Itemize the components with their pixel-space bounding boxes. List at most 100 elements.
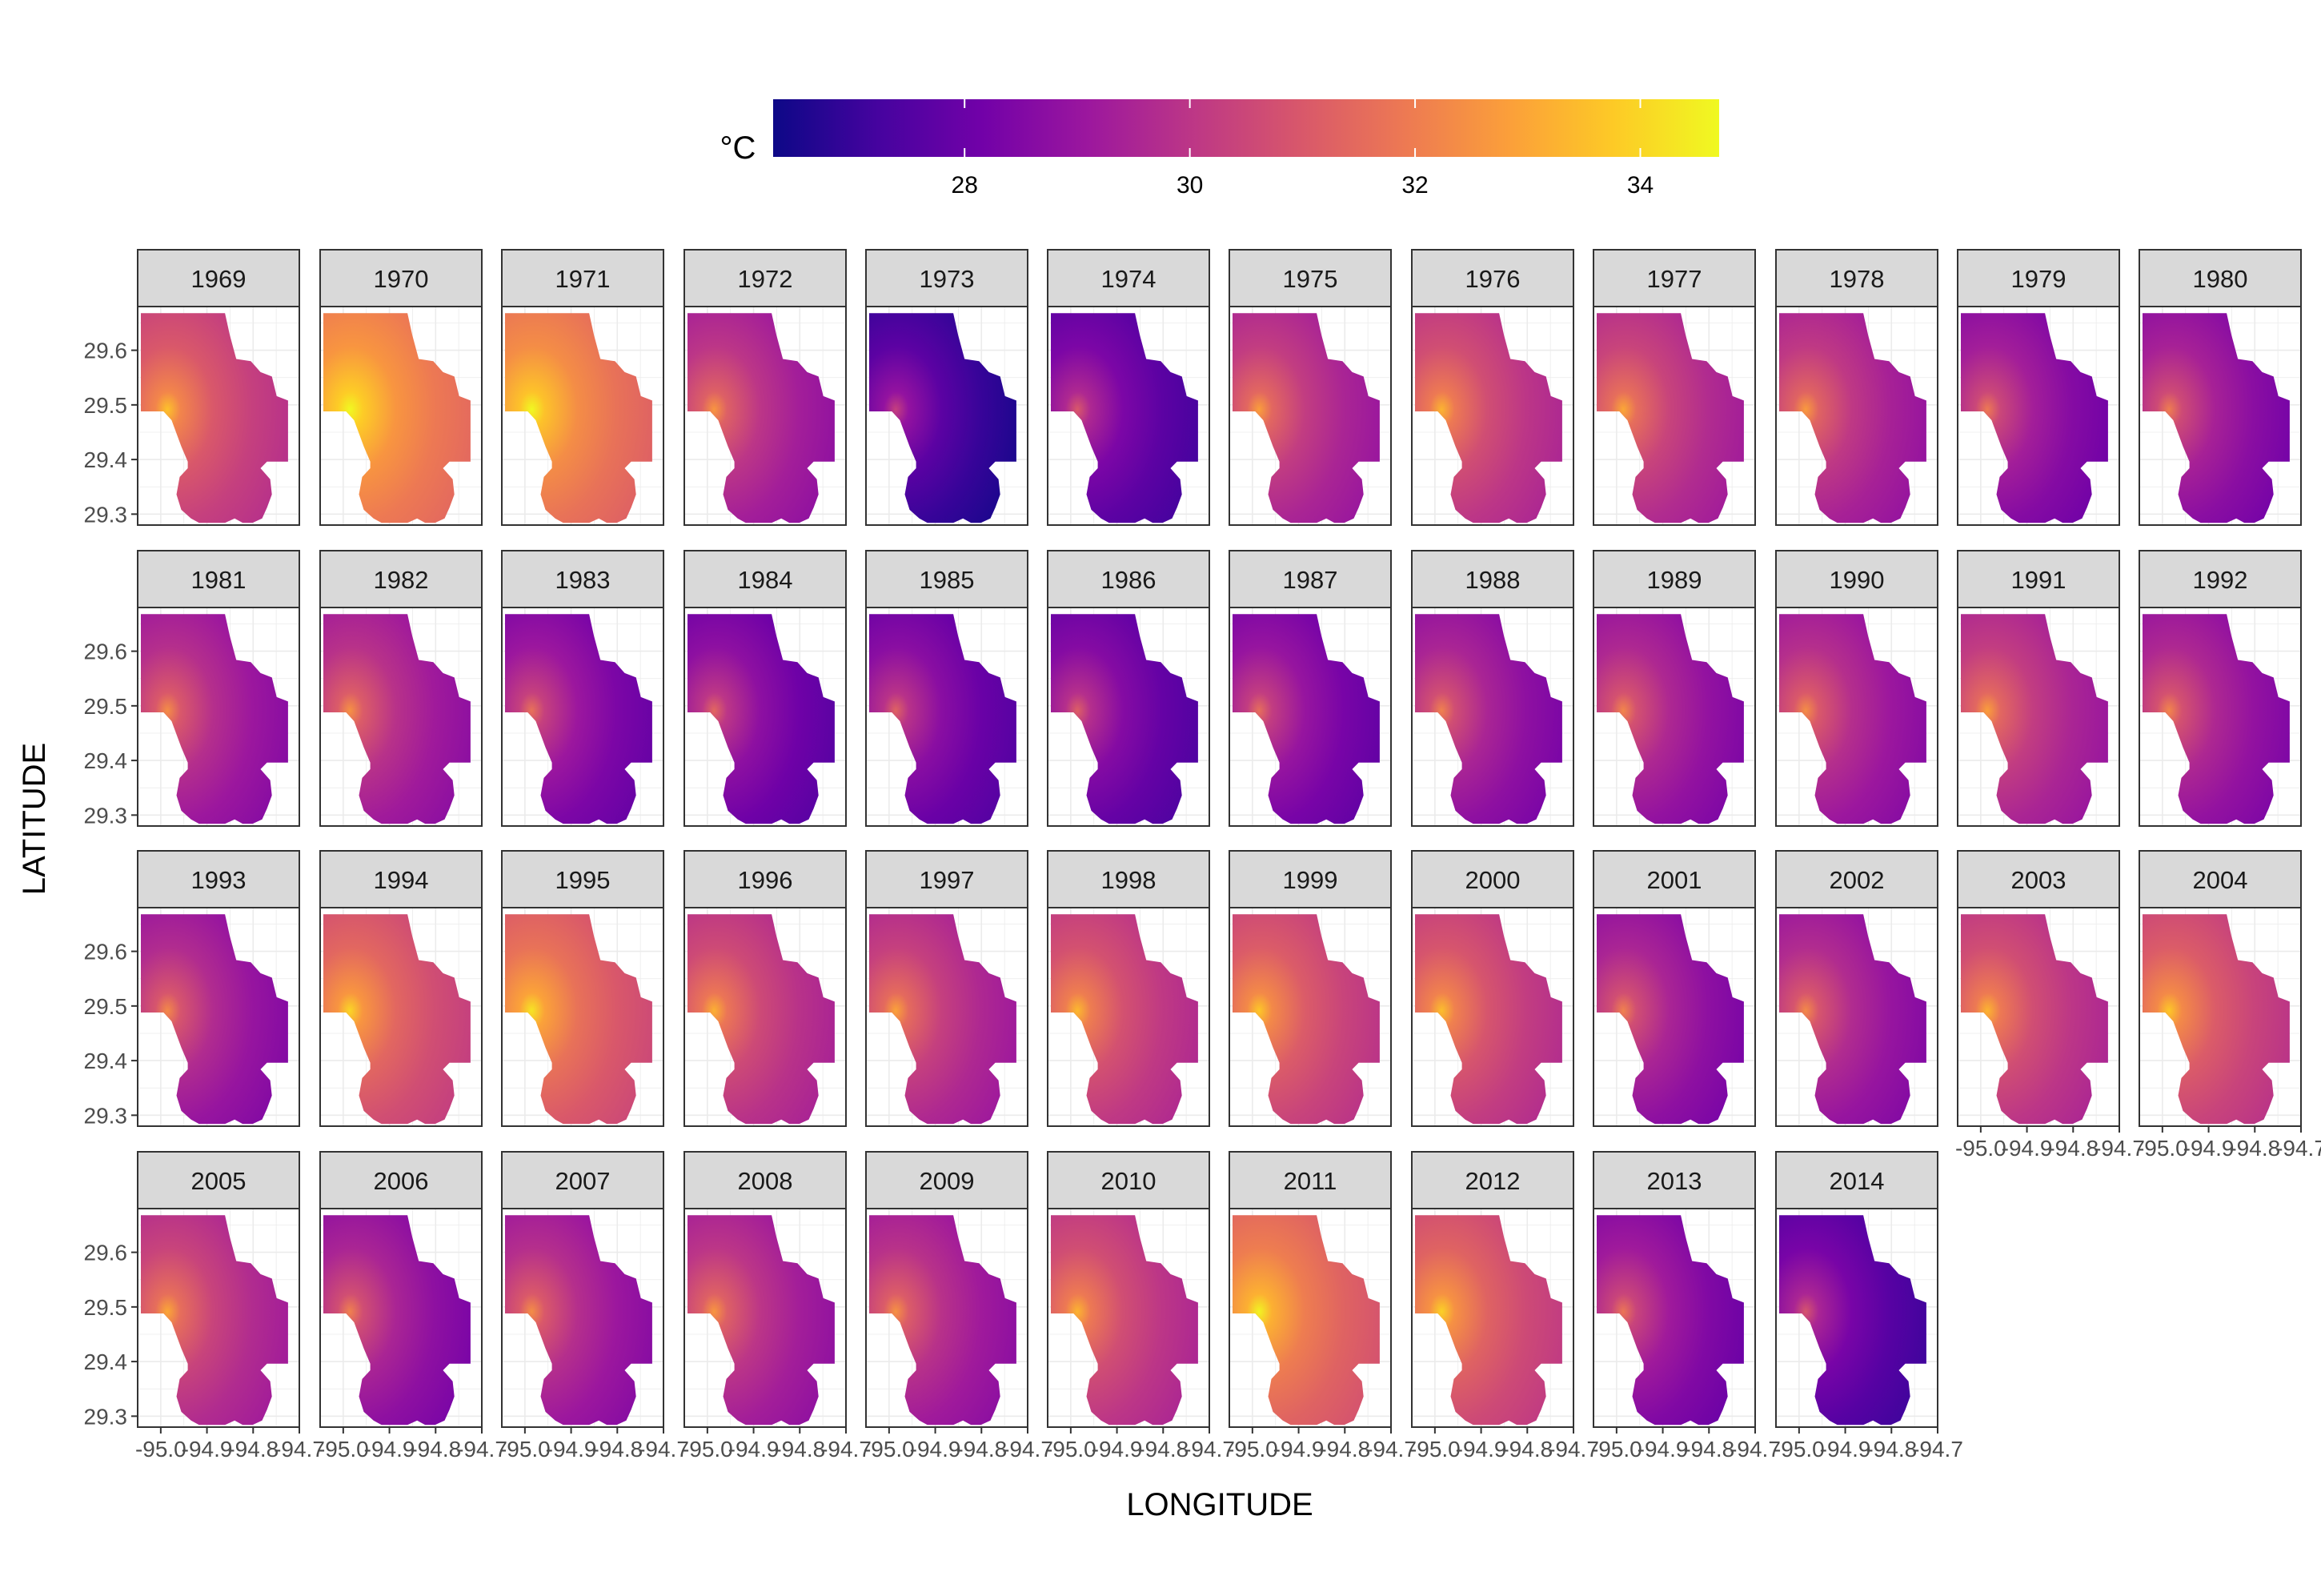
x-tick-label: -94.7	[2094, 1136, 2145, 1161]
facet-strip-label: 1999	[1283, 866, 1338, 894]
facet-strip-label: 1989	[1647, 566, 1702, 594]
facet-strip	[1047, 1151, 1210, 1209]
temperature-region	[1597, 1215, 1744, 1426]
facet-strip-label: 1975	[1283, 265, 1338, 293]
x-tick-label: -94.7	[1184, 1437, 1235, 1462]
facet-strip	[1593, 249, 1756, 307]
facet-panel: 2010	[1047, 1151, 1210, 1428]
facet-strip	[1411, 249, 1574, 307]
temperature-region	[1779, 1215, 1926, 1426]
facet-panel: 2000	[1411, 850, 1574, 1127]
facet-panel: 1972	[683, 249, 847, 526]
x-tick-label: -94.8	[1319, 1437, 1370, 1462]
facet-panel: 1992	[2139, 550, 2302, 827]
y-tick-label: 29.3	[84, 1103, 128, 1128]
facet-strip	[319, 1151, 483, 1209]
x-tick-label: -94.9	[728, 1437, 780, 1462]
x-tick-label: -95.0	[682, 1437, 733, 1462]
facet-strip	[319, 249, 483, 307]
temperature-region	[869, 1215, 1016, 1426]
facet-strip-label: 2009	[920, 1167, 975, 1195]
facet-panel: 1980	[2139, 249, 2302, 526]
x-tick-label: -94.9	[910, 1437, 961, 1462]
facet-panel: 1978	[1775, 249, 1938, 526]
x-tick-label: -94.7	[274, 1437, 325, 1462]
facet-strip-label: 2010	[1101, 1167, 1156, 1195]
temperature-region	[869, 313, 1016, 523]
panel-border	[865, 306, 1028, 526]
facet-strip-label: 1980	[2193, 265, 2248, 293]
x-tick-label: -94.9	[364, 1437, 415, 1462]
x-tick-label: -95.0	[864, 1437, 915, 1462]
facet-strip-label: 2011	[1284, 1167, 1337, 1195]
temperature-region	[2143, 313, 2290, 523]
panel-border	[1411, 306, 1574, 526]
panel-border	[1593, 607, 1756, 827]
temperature-region	[141, 1215, 288, 1426]
facet-strip	[137, 550, 300, 608]
facet-panel: 1999	[1229, 850, 1392, 1127]
x-tick-label: -94.7	[1548, 1437, 1599, 1462]
x-tick-label: -95.0	[1774, 1437, 1825, 1462]
panel-border	[1593, 907, 1756, 1127]
panel-border	[1047, 1208, 1210, 1428]
facet-panel: 1976	[1411, 249, 1574, 526]
facet-strip-label: 2008	[738, 1167, 793, 1195]
temperature-region	[505, 313, 652, 523]
panel-border	[683, 607, 847, 827]
temperature-region	[1051, 313, 1198, 523]
panel-border	[137, 607, 300, 827]
temperature-region	[1051, 914, 1198, 1125]
facet-strip	[1775, 249, 1938, 307]
temperature-region	[1051, 614, 1198, 824]
facet-strip-label: 2006	[374, 1167, 429, 1195]
facet-panel: 1977	[1593, 249, 1756, 526]
temperature-region	[2143, 914, 2290, 1125]
temperature-region	[687, 614, 835, 824]
facet-strip-label: 2001	[1647, 866, 1702, 894]
colorbar	[773, 99, 1719, 157]
facet-strip-label: 2004	[2193, 866, 2248, 894]
temperature-region	[687, 914, 835, 1125]
panel-border	[319, 306, 483, 526]
legend-title: °C	[720, 130, 756, 166]
x-tick-label: -94.7	[1912, 1437, 1963, 1462]
facet-panels: 1969 1970 1971 1972 1973 1974 1975 1976 1977 1978…	[137, 249, 2302, 1428]
temperature-region	[323, 914, 471, 1125]
x-tick-label: -94.7	[638, 1437, 689, 1462]
facet-strip	[1229, 850, 1392, 908]
facet-strip-label: 1984	[738, 566, 793, 594]
y-tick-label: 29.5	[84, 994, 128, 1019]
panel-border	[865, 907, 1028, 1127]
x-tick-label: -94.8	[774, 1437, 825, 1462]
temperature-region	[1233, 313, 1380, 523]
facet-strip-label: 2005	[191, 1167, 247, 1195]
x-tick-label: -94.9	[1638, 1437, 1689, 1462]
facet-strip	[1229, 550, 1392, 608]
facet-panel: 1994	[319, 850, 483, 1127]
facet-panel: 1998	[1047, 850, 1210, 1127]
facet-strip	[683, 1151, 847, 1209]
panel-border	[501, 607, 664, 827]
panel-border	[683, 306, 847, 526]
temperature-region	[1597, 914, 1744, 1125]
x-tick-label: -94.7	[1002, 1437, 1053, 1462]
panel-border	[1593, 1208, 1756, 1428]
facet-panel: 2003	[1957, 850, 2120, 1127]
x-tick-label: -94.8	[1501, 1437, 1553, 1462]
temperature-region	[1597, 313, 1744, 523]
facet-strip-label: 1978	[1830, 265, 1885, 293]
x-tick-label: -94.7	[820, 1437, 872, 1462]
y-tick-label: 29.6	[84, 640, 128, 664]
x-tick-label: -94.8	[1683, 1437, 1734, 1462]
panel-border	[1775, 1208, 1938, 1428]
panel-border	[1411, 907, 1574, 1127]
temperature-region	[869, 914, 1016, 1125]
panel-border	[1593, 306, 1756, 526]
facet-panel: 1989	[1593, 550, 1756, 827]
x-tick-label: -95.0	[135, 1437, 186, 1462]
x-tick-label: -95.0	[1591, 1437, 1642, 1462]
facet-strip-label: 1988	[1465, 566, 1521, 594]
y-tick-label: 29.6	[84, 940, 128, 964]
facet-strip	[1775, 550, 1938, 608]
